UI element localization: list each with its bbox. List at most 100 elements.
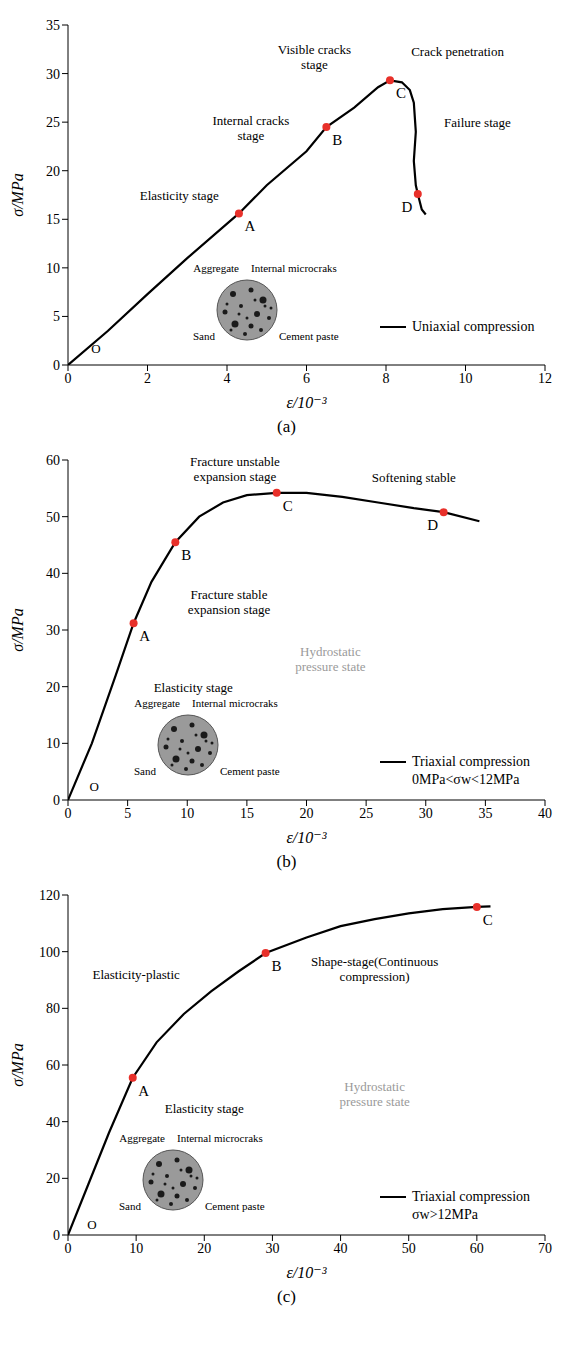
svg-text:Elasticity stage: Elasticity stage bbox=[154, 679, 233, 694]
svg-text:Elasticity stage: Elasticity stage bbox=[165, 1100, 244, 1115]
html-text:(b): (b) bbox=[276, 852, 297, 871]
svg-text:5: 5 bbox=[124, 806, 131, 821]
svg-text:10: 10 bbox=[459, 371, 473, 386]
svg-text:25: 25 bbox=[359, 806, 373, 821]
svg-text:Aggregate: Aggregate bbox=[134, 697, 180, 709]
svg-text:Aggregate: Aggregate bbox=[119, 1132, 165, 1144]
svg-text:40: 40 bbox=[538, 806, 552, 821]
svg-text:50: 50 bbox=[46, 510, 60, 525]
svg-text:σ/MPa: σ/MPa bbox=[9, 1043, 26, 1086]
svg-text:C: C bbox=[396, 85, 406, 101]
svg-text:0: 0 bbox=[65, 806, 72, 821]
svg-text:Softening stable: Softening stable bbox=[372, 470, 456, 485]
svg-text:Cement paste: Cement paste bbox=[205, 1200, 265, 1212]
svg-text:0: 0 bbox=[53, 1228, 60, 1243]
svg-text:Internal microcraks: Internal microcraks bbox=[192, 697, 278, 709]
svg-text:20: 20 bbox=[46, 1171, 60, 1186]
svg-text:20: 20 bbox=[46, 164, 60, 179]
svg-text:Visible cracksstage: Visible cracksstage bbox=[278, 41, 351, 71]
svg-text:Elasticity stage: Elasticity stage bbox=[140, 188, 219, 203]
svg-text:60: 60 bbox=[470, 1241, 484, 1256]
svg-text:Fracture stableexpansion stage: Fracture stableexpansion stage bbox=[188, 587, 271, 617]
svg-text:6: 6 bbox=[303, 371, 310, 386]
svg-text:Shape-stage(Continuouscompress: Shape-stage(Continuouscompression) bbox=[311, 954, 438, 984]
svg-text:30: 30 bbox=[46, 67, 60, 82]
svg-text:O: O bbox=[91, 340, 100, 355]
svg-text:0: 0 bbox=[65, 1241, 72, 1256]
svg-text:35: 35 bbox=[46, 18, 60, 33]
html-text:Uniaxial compression: Uniaxial compression bbox=[412, 319, 535, 334]
svg-text:25: 25 bbox=[46, 115, 60, 130]
svg-text:10: 10 bbox=[46, 736, 60, 751]
svg-text:100: 100 bbox=[39, 945, 60, 960]
svg-text:60: 60 bbox=[46, 453, 60, 468]
svg-text:10: 10 bbox=[129, 1241, 143, 1256]
svg-text:A: A bbox=[139, 628, 150, 644]
svg-text:Hydrostaticpressure state: Hydrostaticpressure state bbox=[295, 643, 366, 673]
svg-text:Sand: Sand bbox=[119, 1200, 142, 1212]
svg-text:20: 20 bbox=[46, 680, 60, 695]
svg-text:4: 4 bbox=[224, 371, 231, 386]
svg-text:Sand: Sand bbox=[193, 330, 216, 342]
svg-text:σ/MPa: σ/MPa bbox=[9, 608, 26, 651]
svg-text:Hydrostaticpressure state: Hydrostaticpressure state bbox=[339, 1078, 410, 1108]
svg-text:Elasticity-plastic: Elasticity-plastic bbox=[92, 967, 180, 982]
svg-text:40: 40 bbox=[46, 566, 60, 581]
svg-text:8: 8 bbox=[383, 371, 390, 386]
svg-text:B: B bbox=[272, 958, 282, 974]
svg-text:ε/10⁻³: ε/10⁻³ bbox=[287, 829, 327, 846]
svg-text:60: 60 bbox=[46, 1058, 60, 1073]
svg-text:0: 0 bbox=[65, 371, 72, 386]
svg-text:D: D bbox=[401, 199, 412, 215]
svg-text:Internal microcraks: Internal microcraks bbox=[177, 1132, 263, 1144]
svg-text:15: 15 bbox=[46, 212, 60, 227]
svg-text:30: 30 bbox=[419, 806, 433, 821]
html-text:Triaxial compression: Triaxial compression bbox=[412, 1189, 531, 1204]
svg-text:20: 20 bbox=[300, 806, 314, 821]
svg-text:2: 2 bbox=[144, 371, 151, 386]
svg-text:ε/10⁻³: ε/10⁻³ bbox=[287, 1264, 327, 1281]
svg-text:Cement paste: Cement paste bbox=[279, 330, 339, 342]
svg-text:30: 30 bbox=[46, 623, 60, 638]
svg-text:20: 20 bbox=[197, 1241, 211, 1256]
svg-text:Failure stage: Failure stage bbox=[444, 115, 511, 130]
html-text:(a): (a) bbox=[277, 417, 296, 436]
svg-text:12: 12 bbox=[538, 371, 552, 386]
html-text:Triaxial compression: Triaxial compression bbox=[412, 754, 531, 769]
svg-text:Aggregate: Aggregate bbox=[193, 262, 239, 274]
html-text:(c): (c) bbox=[277, 1287, 296, 1306]
svg-text:Internal microcraks: Internal microcraks bbox=[251, 262, 337, 274]
svg-text:Sand: Sand bbox=[134, 765, 157, 777]
svg-text:10: 10 bbox=[46, 261, 60, 276]
svg-text:O: O bbox=[90, 778, 99, 793]
svg-text:C: C bbox=[483, 912, 493, 928]
svg-text:σ/MPa: σ/MPa bbox=[9, 173, 26, 216]
svg-text:30: 30 bbox=[265, 1241, 279, 1256]
svg-text:O: O bbox=[87, 1216, 96, 1231]
svg-text:Crack penetration: Crack penetration bbox=[411, 44, 504, 59]
svg-text:B: B bbox=[181, 547, 191, 563]
svg-text:Fracture unstableexpansion sta: Fracture unstableexpansion stage bbox=[190, 454, 280, 484]
svg-text:5: 5 bbox=[53, 309, 60, 324]
svg-text:10: 10 bbox=[180, 806, 194, 821]
svg-text:D: D bbox=[427, 517, 438, 533]
svg-text:50: 50 bbox=[402, 1241, 416, 1256]
svg-text:80: 80 bbox=[46, 1001, 60, 1016]
svg-text:C: C bbox=[283, 498, 293, 514]
svg-text:0: 0 bbox=[53, 793, 60, 808]
svg-text:A: A bbox=[245, 218, 256, 234]
svg-text:B: B bbox=[332, 132, 342, 148]
html-text:0MPa<σw<12MPa: 0MPa<σw<12MPa bbox=[412, 772, 520, 787]
svg-text:Internal cracksstage: Internal cracksstage bbox=[212, 112, 289, 142]
svg-text:ε/10⁻³: ε/10⁻³ bbox=[287, 394, 327, 411]
svg-text:A: A bbox=[138, 1083, 149, 1099]
svg-text:120: 120 bbox=[39, 888, 60, 903]
svg-text:35: 35 bbox=[478, 806, 492, 821]
svg-text:15: 15 bbox=[240, 806, 254, 821]
svg-text:0: 0 bbox=[53, 358, 60, 373]
svg-text:70: 70 bbox=[538, 1241, 552, 1256]
html-text:σw>12MPa: σw>12MPa bbox=[412, 1207, 478, 1222]
svg-text:Cement paste: Cement paste bbox=[220, 765, 280, 777]
svg-text:40: 40 bbox=[334, 1241, 348, 1256]
svg-text:40: 40 bbox=[46, 1115, 60, 1130]
